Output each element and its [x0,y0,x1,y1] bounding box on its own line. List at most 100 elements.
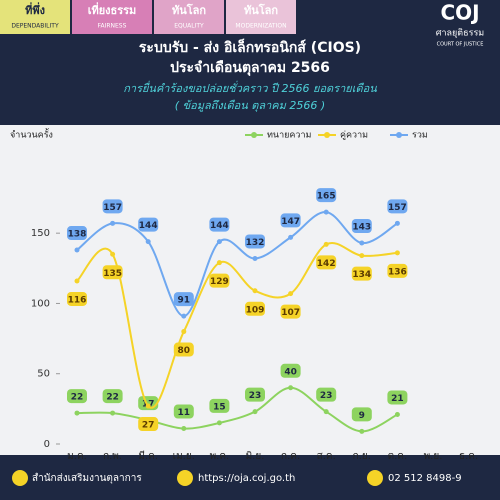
value-label-box [209,273,230,288]
point [110,251,116,257]
footer-office: สำนักส่งเสริมงานตุลาการ [32,473,142,484]
value-label: 157 [103,203,122,213]
value-label-box [245,301,265,316]
point [394,220,400,226]
value-label-box [316,188,337,203]
y-tick-label: 0 [44,439,50,450]
value-label-box [209,398,230,413]
tab-th: เที่ยงธรรม [88,2,137,17]
point [288,385,294,391]
x-tick-label: เม.ย. [173,451,195,462]
value-label-box [351,407,372,422]
value-label-box [173,292,194,307]
y-tick-label: 150 [31,228,50,239]
tab-en: FAIRNESS [98,23,127,30]
tab-th: ที่พึ่ง [25,2,45,17]
value-label: 107 [281,308,300,318]
value-label: 165 [317,192,336,202]
value-label: 116 [68,295,87,305]
point [216,420,222,426]
value-label: 136 [388,267,407,277]
value-label-box [316,255,337,270]
value-label-box [280,363,301,378]
value-label: 143 [352,223,371,233]
tab [226,0,296,34]
point [181,313,187,319]
x-tick-label: ก.พ. [103,451,122,462]
legend-label: ทนายความ [267,131,312,141]
value-label: 142 [317,259,336,269]
value-label: 40 [284,367,297,377]
tab [154,0,224,34]
y-tick-label: 50 [37,369,50,380]
subtitle: การยื่นคำร้องขอปล่อยชั่วคราว ปี 2566 ยอด… [123,80,377,95]
tab [0,0,70,34]
value-label-box [351,219,372,234]
value-label: 80 [178,346,191,356]
value-label: 138 [68,230,87,240]
value-label-box [351,266,372,281]
value-label: 91 [178,296,191,306]
legend-label: รวม [412,131,428,141]
value-label-box [245,387,265,402]
value-label-box [245,234,265,249]
point [394,411,400,417]
value-label: 144 [210,221,229,231]
logo-th: ศาลยุติธรรม [436,28,485,39]
logo-en: COURT OF JUSTICE [437,42,484,48]
icon-web [177,470,193,486]
value-label: 15 [213,402,226,412]
subtitle: ( ข้อมูลถึงเดือน ตุลาคม 2566 ) [175,99,325,112]
tab [72,0,152,34]
value-label: 147 [281,217,300,227]
value-label: 23 [320,391,333,401]
x-tick-label: มี.ค. [138,450,158,462]
point [394,250,400,256]
value-label-box [67,226,87,241]
point [288,234,294,240]
x-tick-label: ต.ค. [388,451,408,462]
value-label-box [138,417,159,432]
value-label-box [102,265,123,280]
point [252,288,258,294]
value-label-box [102,389,123,404]
point [359,253,365,259]
logo: COJ [440,1,479,25]
title: ระบบรับ - ส่ง อิเล็กทรอนิกส์ (CIOS) [139,38,361,56]
value-label-box [67,389,87,404]
y-axis-label: จำนวนครั้ง [10,128,53,141]
x-tick-label: ก.ค. [281,451,300,462]
icon-location [12,470,28,486]
point [74,410,80,416]
point [359,428,365,434]
point [145,403,151,409]
tab-th: ทันโลก [172,3,206,17]
value-label-box [209,217,230,232]
value-label-box [387,263,408,278]
value-label: 9 [359,411,365,421]
point [181,426,187,432]
value-label-box [173,342,194,357]
point [74,278,80,284]
icon-phone [367,470,383,486]
legend-dot [324,132,330,138]
point [252,409,258,415]
series-line [76,386,398,433]
value-label: 21 [391,394,404,404]
point [323,241,329,247]
value-label-box [280,304,301,319]
value-label-box [138,217,159,232]
x-tick-label: ส.ค. [317,451,336,462]
x-tick-label: ม.ค. [67,451,87,462]
value-label-box [316,387,337,402]
legend-label: คู่ความ [340,131,368,141]
tab-en: DEPENDABILITY [11,23,59,30]
x-tick-label: ก.ย. [353,451,371,462]
value-label: 157 [388,203,407,213]
value-label: 22 [106,393,119,403]
value-label: 23 [249,391,262,401]
point [323,409,329,415]
y-tick-label: 100 [31,298,50,309]
